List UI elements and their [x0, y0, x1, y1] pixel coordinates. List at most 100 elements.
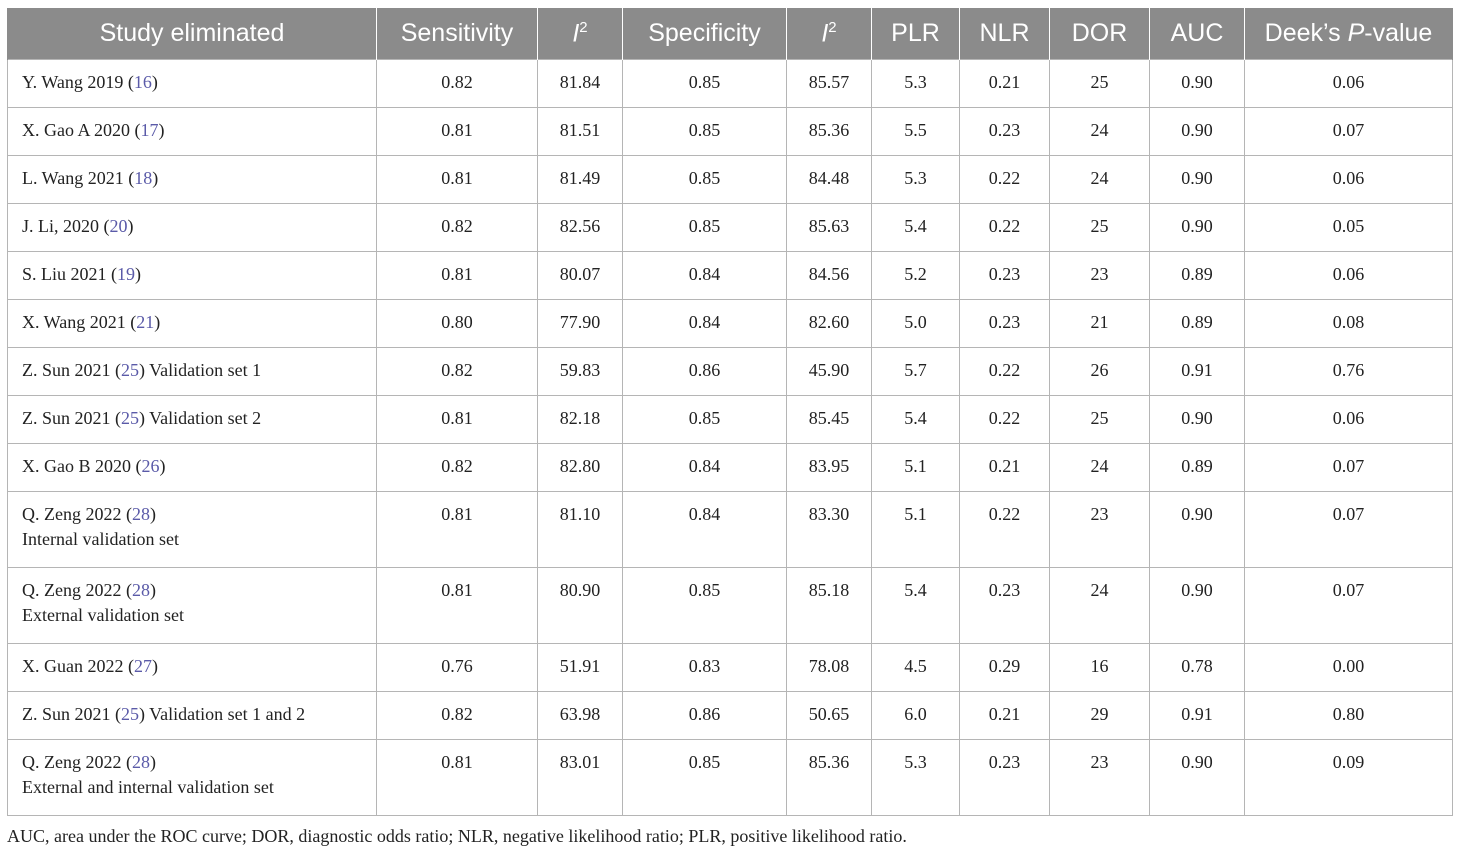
cell-specificity: 0.86 [622, 691, 787, 740]
cell-i2-sensitivity: 81.84 [537, 59, 623, 108]
cell-study: Z. Sun 2021 (25) Validation set 1 and 2 [7, 691, 377, 740]
cell-plr: 5.3 [871, 59, 960, 108]
cell-specificity: 0.85 [622, 567, 787, 644]
cell-sensitivity: 0.76 [376, 643, 538, 692]
table-row: L. Wang 2021 (18) 0.81 81.49 0.85 84.48 5.3 0.… [7, 155, 1453, 204]
cell-study: S. Liu 2021 (19) [7, 251, 377, 300]
cell-deek-p-value: 0.07 [1244, 443, 1453, 492]
cell-specificity: 0.85 [622, 107, 787, 156]
study-subset: Internal validation set [22, 529, 179, 549]
reference-link: 16 [133, 72, 152, 92]
cell-dor: 24 [1049, 107, 1150, 156]
cell-specificity: 0.84 [622, 251, 787, 300]
cell-i2-specificity: 84.56 [786, 251, 872, 300]
cell-dor: 29 [1049, 691, 1150, 740]
cell-nlr: 0.21 [959, 443, 1050, 492]
cell-nlr: 0.22 [959, 395, 1050, 444]
study-suffix: ) [135, 264, 142, 284]
study-name: L. Wang 2021 ( [22, 168, 135, 188]
cell-i2-specificity: 83.95 [786, 443, 872, 492]
reference-link: 17 [140, 120, 159, 140]
cell-study: X. Gao B 2020 (26) [7, 443, 377, 492]
cell-nlr: 0.21 [959, 59, 1050, 108]
cell-specificity: 0.84 [622, 491, 787, 568]
cell-i2-sensitivity: 82.80 [537, 443, 623, 492]
cell-auc: 0.90 [1149, 107, 1245, 156]
cell-study: Q. Zeng 2022 (28) External and internal v… [7, 739, 377, 816]
table-row: Z. Sun 2021 (25) Validation set 2 0.81 82.… [7, 395, 1453, 444]
cell-nlr: 0.21 [959, 691, 1050, 740]
cell-plr: 4.5 [871, 643, 960, 692]
cell-deek-p-value: 0.06 [1244, 155, 1453, 204]
table-row: Q. Zeng 2022 (28) External and internal v… [7, 739, 1453, 816]
cell-i2-specificity: 45.90 [786, 347, 872, 396]
sensitivity-analysis-table: Study eliminated Sensitivity I2 Specific… [7, 8, 1453, 816]
cell-specificity: 0.85 [622, 155, 787, 204]
cell-specificity: 0.83 [622, 643, 787, 692]
cell-i2-specificity: 85.36 [786, 107, 872, 156]
cell-sensitivity: 0.82 [376, 691, 538, 740]
cell-nlr: 0.29 [959, 643, 1050, 692]
study-subset: External and internal validation set [22, 777, 274, 797]
cell-i2-specificity: 85.36 [786, 739, 872, 816]
study-suffix: ) [158, 120, 165, 140]
cell-specificity: 0.85 [622, 395, 787, 444]
cell-plr: 5.4 [871, 567, 960, 644]
cell-plr: 6.0 [871, 691, 960, 740]
table-row: Z. Sun 2021 (25) Validation set 1 0.82 59.… [7, 347, 1453, 396]
cell-sensitivity: 0.80 [376, 299, 538, 348]
cell-auc: 0.78 [1149, 643, 1245, 692]
cell-dor: 23 [1049, 739, 1150, 816]
header-i2-sensitivity: I2 [537, 8, 623, 60]
cell-sensitivity: 0.81 [376, 251, 538, 300]
cell-i2-specificity: 85.18 [786, 567, 872, 644]
study-name: X. Wang 2021 ( [22, 312, 137, 332]
header-deek-pre: Deek’s [1264, 19, 1348, 47]
cell-auc: 0.89 [1149, 443, 1245, 492]
cell-auc: 0.91 [1149, 691, 1245, 740]
header-i2-specificity: I2 [786, 8, 872, 60]
header-i2-specificity-base: I [821, 19, 829, 48]
cell-auc: 0.90 [1149, 739, 1245, 816]
reference-link: 26 [141, 456, 160, 476]
cell-sensitivity: 0.82 [376, 203, 538, 252]
cell-specificity: 0.84 [622, 299, 787, 348]
cell-study: Z. Sun 2021 (25) Validation set 1 [7, 347, 377, 396]
study-name: X. Gao A 2020 ( [22, 120, 141, 140]
study-suffix: ) [151, 72, 158, 92]
results-table-container: Study eliminated Sensitivity I2 Specific… [7, 8, 1453, 816]
cell-study: L. Wang 2021 (18) [7, 155, 377, 204]
cell-auc: 0.90 [1149, 203, 1245, 252]
header-auc: AUC [1149, 8, 1245, 60]
cell-dor: 25 [1049, 203, 1150, 252]
study-name: S. Liu 2021 ( [22, 264, 118, 284]
study-suffix: ) [159, 456, 166, 476]
reference-link: 28 [131, 752, 150, 772]
reference-link: 25 [121, 704, 139, 724]
cell-i2-sensitivity: 59.83 [537, 347, 623, 396]
cell-nlr: 0.22 [959, 491, 1050, 568]
cell-study: X. Guan 2022 (27) [7, 643, 377, 692]
header-specificity: Specificity [622, 8, 787, 60]
cell-auc: 0.90 [1149, 491, 1245, 568]
reference-link: 19 [117, 264, 136, 284]
reference-link: 27 [133, 656, 152, 676]
table-row: Q. Zeng 2022 (28) Internal validation set… [7, 491, 1453, 568]
cell-nlr: 0.23 [959, 251, 1050, 300]
cell-deek-p-value: 0.07 [1244, 567, 1453, 644]
cell-sensitivity: 0.81 [376, 491, 538, 568]
cell-deek-p-value: 0.05 [1244, 203, 1453, 252]
study-suffix: ) Validation set 1 [139, 360, 262, 380]
cell-deek-p-value: 0.06 [1244, 395, 1453, 444]
cell-auc: 0.90 [1149, 567, 1245, 644]
cell-sensitivity: 0.82 [376, 347, 538, 396]
cell-auc: 0.91 [1149, 347, 1245, 396]
cell-plr: 5.7 [871, 347, 960, 396]
study-suffix: ) [149, 752, 156, 772]
table-row: X. Wang 2021 (21) 0.80 77.90 0.84 82.60 5.0 0.… [7, 299, 1453, 348]
study-name: Q. Zeng 2022 ( [22, 580, 132, 600]
cell-i2-sensitivity: 83.01 [537, 739, 623, 816]
cell-study: X. Wang 2021 (21) [7, 299, 377, 348]
reference-link: 25 [121, 408, 139, 428]
